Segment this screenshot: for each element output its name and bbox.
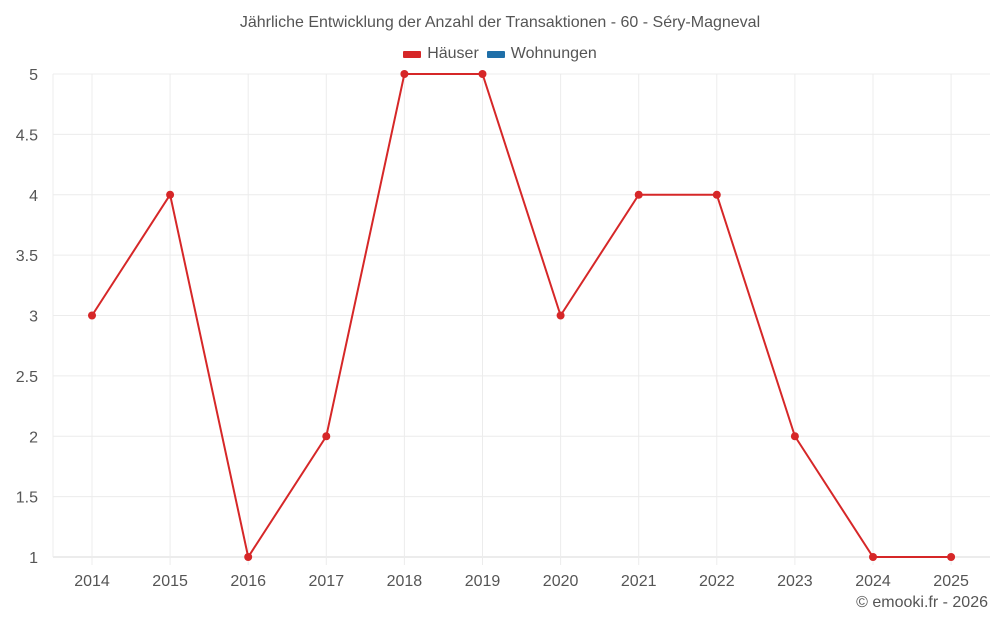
- legend-item-wohnungen[interactable]: Wohnungen: [486, 45, 597, 63]
- x-tick-label: 2015: [152, 573, 188, 590]
- x-tick-label: 2022: [699, 573, 735, 590]
- grid-lines: [52, 73, 990, 565]
- data-point[interactable]: [790, 432, 799, 441]
- y-tick-label: 2: [29, 429, 38, 446]
- chart-legend: Häuser Wohnungen: [0, 45, 1000, 63]
- x-tick-label: 2017: [309, 573, 345, 590]
- legend-swatch-haeuser: [403, 50, 422, 58]
- x-tick-label: 2016: [230, 573, 266, 590]
- x-tick-label: 2023: [777, 573, 813, 590]
- y-axis: 1 1.5 2 2.5 3 3.5 4 4.5 5: [16, 67, 38, 567]
- data-point[interactable]: [166, 190, 175, 199]
- x-tick-label: 2014: [74, 573, 110, 590]
- x-tick-label: 2020: [543, 573, 579, 590]
- y-tick-label: 5: [29, 67, 38, 84]
- legend-item-haeuser[interactable]: Häuser: [403, 45, 479, 63]
- data-point[interactable]: [869, 553, 877, 561]
- series-haeuser: [88, 70, 956, 561]
- series-line: [91, 73, 952, 560]
- legend-label-haeuser: Häuser: [427, 45, 479, 62]
- data-point[interactable]: [634, 190, 643, 199]
- y-tick-label: 4: [29, 188, 38, 205]
- data-point[interactable]: [244, 553, 253, 561]
- x-axis: 2014 2015 2016 2017 2018 2019 2020 2021 2022 2023…: [74, 573, 969, 590]
- data-point[interactable]: [947, 553, 956, 561]
- copyright-credit: © emooki.fr - 2026: [856, 594, 988, 611]
- x-tick-label: 2018: [387, 573, 423, 590]
- data-point[interactable]: [712, 190, 721, 199]
- data-point[interactable]: [400, 70, 409, 78]
- y-tick-label: 3: [29, 309, 38, 326]
- y-tick-label: 1.5: [16, 490, 38, 507]
- chart-title: Jährliche Entwicklung der Anzahl der Tra…: [239, 14, 761, 31]
- x-tick-label: 2025: [933, 573, 969, 590]
- x-tick-label: 2024: [855, 573, 891, 590]
- data-point[interactable]: [322, 432, 331, 441]
- x-tick-label: 2021: [621, 573, 657, 590]
- x-tick-label: 2019: [465, 573, 501, 590]
- y-tick-label: 1: [29, 550, 38, 567]
- legend-label-wohnungen: Wohnungen: [510, 45, 597, 62]
- legend-swatch-wohnungen: [486, 50, 505, 58]
- y-tick-label: 4.5: [16, 127, 38, 144]
- y-tick-label: 3.5: [16, 248, 38, 265]
- data-point[interactable]: [556, 311, 565, 320]
- y-tick-label: 2.5: [16, 369, 38, 386]
- data-point[interactable]: [88, 311, 96, 320]
- data-point[interactable]: [478, 70, 487, 78]
